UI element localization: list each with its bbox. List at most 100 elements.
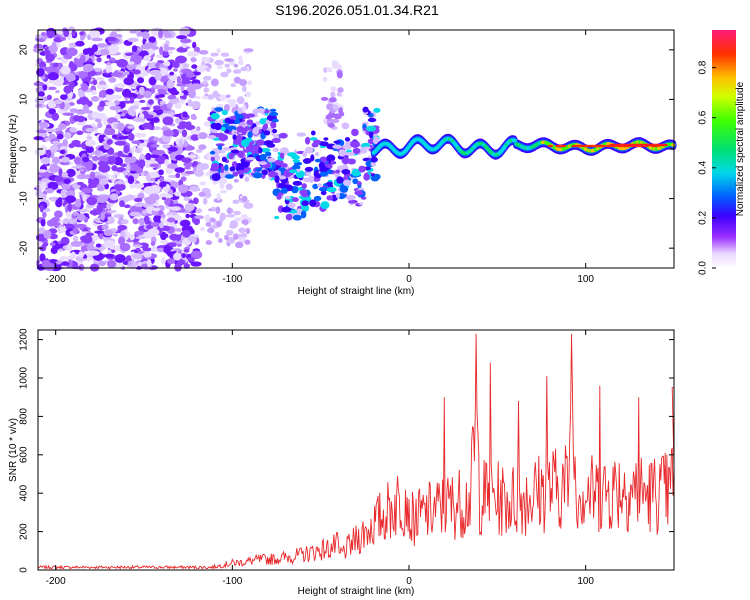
spectral-blob bbox=[336, 70, 343, 79]
spectral-blob bbox=[66, 47, 78, 57]
spectral-blob bbox=[240, 160, 250, 168]
spectral-blob bbox=[201, 95, 209, 100]
spectral-blob bbox=[231, 161, 238, 168]
spectral-blob bbox=[66, 244, 73, 252]
spectral-blob bbox=[216, 65, 223, 70]
spectral-blob bbox=[114, 183, 126, 191]
spectral-blob bbox=[143, 252, 152, 258]
spectral-blob bbox=[67, 218, 78, 225]
spectral-blob bbox=[98, 164, 111, 173]
spectral-blob bbox=[314, 152, 320, 157]
spectral-blob bbox=[240, 213, 248, 221]
spectral-blob bbox=[195, 149, 203, 153]
spectral-blob bbox=[65, 72, 76, 82]
spectral-blob bbox=[152, 105, 162, 111]
spectral-blob bbox=[88, 178, 100, 186]
spectral-blob bbox=[53, 210, 63, 218]
spectral-blob bbox=[34, 147, 46, 156]
spectral-blob bbox=[106, 260, 117, 269]
spectrogram-ytick-label: -20 bbox=[19, 241, 30, 256]
spectral-blob bbox=[91, 156, 99, 162]
spectral-blob bbox=[291, 197, 299, 203]
spectral-blob bbox=[147, 99, 154, 105]
snr-ytick-label: 600 bbox=[19, 446, 30, 463]
spectral-blob bbox=[72, 227, 79, 234]
spectral-blob bbox=[123, 204, 131, 209]
spectral-blob bbox=[159, 239, 169, 244]
spectral-blob bbox=[106, 54, 111, 59]
spectral-blob bbox=[55, 89, 60, 94]
spectral-blob bbox=[41, 35, 48, 40]
spectral-blob bbox=[138, 159, 146, 168]
spectral-blob bbox=[198, 132, 208, 140]
spectral-blob bbox=[258, 147, 263, 154]
spectral-blob bbox=[193, 217, 201, 226]
spectral-blob bbox=[94, 150, 101, 155]
snr-panel: -200 -100 0 100 0 200 400 600 800 1000 1200 Heigh… bbox=[8, 328, 675, 597]
spectral-blob bbox=[40, 32, 47, 36]
spectral-blob bbox=[123, 261, 129, 265]
spectral-blob bbox=[301, 183, 307, 189]
spectral-blob bbox=[138, 86, 145, 96]
spectral-blob bbox=[285, 213, 293, 221]
spectral-blob bbox=[97, 122, 103, 129]
spectral-blob bbox=[64, 195, 77, 204]
spectral-blob bbox=[213, 154, 221, 162]
spectral-blob bbox=[95, 175, 107, 179]
spectral-blob bbox=[82, 48, 89, 55]
spectral-blob bbox=[150, 69, 162, 74]
spectral-blob bbox=[144, 160, 151, 169]
spectral-blob bbox=[59, 226, 66, 233]
spectral-blob bbox=[53, 176, 64, 183]
spectral-blob bbox=[183, 263, 191, 269]
snr-ytick-label: 0 bbox=[19, 567, 30, 573]
spectral-blob bbox=[37, 169, 48, 173]
spectral-blob bbox=[219, 212, 227, 221]
spectral-blob bbox=[74, 201, 82, 208]
spectral-blob bbox=[94, 51, 102, 56]
colorbar: 0.0 0.2 0.4 0.6 0.8 Normalized spectral ampl… bbox=[698, 30, 746, 275]
spectral-blob bbox=[168, 73, 178, 82]
figure-title: S196.2026.051.01.34.R21 bbox=[275, 2, 439, 18]
spectral-blob bbox=[130, 55, 141, 60]
spectral-blob bbox=[133, 197, 143, 203]
spectral-blob bbox=[82, 156, 90, 163]
spectral-blob bbox=[159, 176, 164, 183]
spectral-blob bbox=[87, 70, 97, 76]
snr-ytick-label: 1200 bbox=[19, 328, 30, 351]
spectral-blob bbox=[313, 195, 322, 201]
spectral-blob bbox=[232, 69, 242, 74]
spectral-blob bbox=[92, 80, 98, 86]
spectral-blob bbox=[82, 194, 87, 202]
spectral-blob bbox=[271, 138, 281, 144]
spectral-blob bbox=[50, 197, 57, 202]
spectral-blob bbox=[304, 166, 314, 172]
spectral-blob bbox=[174, 262, 182, 272]
spectral-blob bbox=[129, 211, 141, 217]
spectral-blob bbox=[179, 219, 191, 228]
spectral-blob bbox=[259, 153, 267, 161]
spectral-blob bbox=[234, 241, 244, 249]
spectral-blob bbox=[147, 228, 160, 237]
spectral-blob bbox=[43, 207, 51, 213]
spectral-blob bbox=[76, 115, 86, 123]
spectral-blob bbox=[151, 84, 164, 90]
spectral-blob bbox=[187, 50, 199, 57]
spectral-blob bbox=[51, 140, 61, 145]
spectral-blob bbox=[217, 237, 223, 244]
spectral-blob bbox=[143, 55, 152, 62]
spectral-blob bbox=[83, 63, 94, 72]
spectral-blob bbox=[150, 144, 160, 148]
spectral-blob bbox=[323, 137, 329, 141]
spectral-blob bbox=[159, 100, 166, 106]
spectral-blob bbox=[59, 149, 66, 154]
spectral-blob bbox=[158, 29, 164, 39]
spectral-blob bbox=[127, 261, 132, 266]
spectral-blob bbox=[218, 133, 226, 138]
snr-xlabel: Height of straight line (km) bbox=[298, 586, 415, 597]
spectral-blob bbox=[215, 143, 225, 147]
spectral-blob bbox=[224, 117, 231, 124]
spectral-blob bbox=[129, 96, 135, 104]
spectral-blob bbox=[237, 60, 244, 66]
